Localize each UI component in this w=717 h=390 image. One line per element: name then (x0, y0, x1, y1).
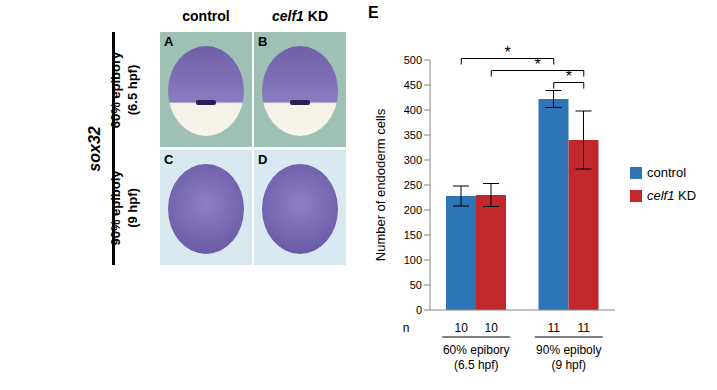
svg-text:11: 11 (548, 321, 561, 335)
svg-text:*: * (566, 68, 572, 85)
svg-text:300: 300 (404, 154, 422, 166)
svg-text:200: 200 (404, 204, 422, 216)
svg-text:60% epibory: 60% epibory (443, 343, 510, 357)
svg-text:n: n (403, 321, 410, 335)
svg-text:10: 10 (485, 321, 499, 335)
html-text:(9 hpf): (9 hpf) (125, 187, 140, 228)
html-text:A: A (164, 34, 174, 49)
svg-text:50: 50 (410, 279, 422, 291)
html-text:control: control (182, 8, 230, 24)
html-text:B: B (258, 34, 268, 49)
svg-text:150: 150 (404, 229, 422, 241)
html-text:C: C (164, 152, 174, 167)
svg-text:0: 0 (416, 304, 422, 316)
svg-text:11: 11 (578, 321, 591, 335)
svg-text:350: 350 (404, 129, 422, 141)
html-text:sox32: sox32 (86, 125, 103, 172)
html-text:D: D (258, 152, 268, 167)
svg-text:(6.5 hpf): (6.5 hpf) (454, 358, 499, 372)
svg-text:100: 100 (404, 254, 422, 266)
svg-text:400: 400 (404, 104, 422, 116)
svg-text:(9 hpf): (9 hpf) (551, 358, 586, 372)
svg-text:250: 250 (404, 179, 422, 191)
svg-text:500: 500 (404, 54, 422, 66)
html-text:control: control (647, 165, 686, 180)
html-text:90% epiboly: 90% epiboly (108, 169, 123, 246)
html-text:celf1 KD: celf1 KD (647, 188, 697, 203)
svg-text:Number of endoderm cells: Number of endoderm cells (373, 108, 388, 261)
html-text:celf1 KD: celf1 KD (272, 8, 328, 24)
html-text:(6.5 hpf): (6.5 hpf) (125, 64, 140, 115)
html-text:60% epibory: 60% epibory (108, 51, 123, 128)
svg-text:10: 10 (455, 321, 469, 335)
svg-text:E: E (368, 4, 379, 21)
svg-text:450: 450 (404, 79, 422, 91)
svg-text:*: * (534, 56, 540, 73)
svg-text:*: * (504, 44, 510, 61)
svg-text:90% epiboly: 90% epiboly (536, 343, 601, 357)
